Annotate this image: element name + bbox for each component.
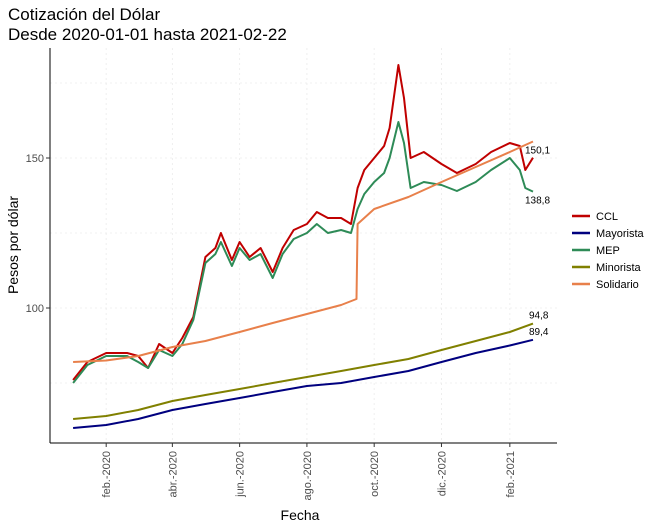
legend-item-mayorista: Mayorista [572,228,645,240]
x-tick-label: ago.-2020 [302,451,314,501]
legend-item-minorista: Minorista [572,262,642,274]
legend-label: Minorista [596,262,642,274]
legend: CCL Mayorista MEP Minorista Solidario [572,211,645,291]
end-value-labels: 150,1 138,8 94,8 89,4 [525,146,550,338]
end-label-mayorista: 89,4 [529,327,549,338]
legend-label: MEP [596,245,620,257]
y-axis-title: Pesos por dólar [5,196,21,294]
x-tick-label: feb.-2020 [101,451,113,497]
x-tick-label: oct.-2020 [369,451,381,497]
x-tick-label: feb.-2021 [505,451,517,497]
series-line-mep [72,121,534,384]
legend-label: Mayorista [596,228,645,240]
end-label-mep: 138,8 [525,196,550,207]
axes: 100 150 feb.-2020 abr.-2020 jun.-2020 ago.-20… [26,48,557,501]
legend-item-ccl: CCL [572,211,618,223]
legend-label: CCL [596,211,618,223]
series-line-ccl [72,64,534,381]
end-label-ccl: 150,1 [525,146,550,157]
legend-item-mep: MEP [572,245,620,257]
legend-label: Solidario [596,279,639,291]
y-tick-label: 150 [26,153,44,165]
x-tick-label: abr.-2020 [167,451,179,497]
grid [50,48,557,443]
chart-title: Cotización del Dólar [8,5,160,24]
x-tick-label: dic.-2020 [436,451,448,496]
legend-item-solidario: Solidario [572,279,639,291]
series-line-solidario [73,140,534,363]
series-line-minorista [73,322,534,420]
x-axis-title: Fecha [281,507,320,523]
series-line-mayorista [73,338,534,429]
chart-subtitle: Desde 2020-01-01 hasta 2021-02-22 [8,25,287,44]
end-label-minorista: 94,8 [529,311,549,322]
series-lines [72,64,534,429]
y-tick-label: 100 [26,303,44,315]
x-tick-label: jun.-2020 [235,451,247,498]
